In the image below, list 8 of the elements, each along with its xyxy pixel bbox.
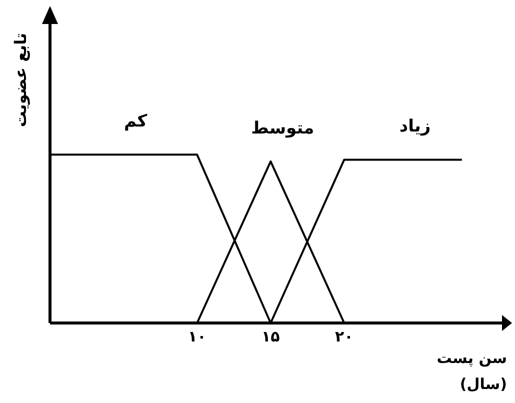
series-label: زیاد bbox=[399, 116, 431, 137]
x-tick-label: ۱۵ bbox=[261, 328, 280, 346]
x-axis-title: سن پست (سال) bbox=[436, 349, 507, 393]
series-label: متوسط bbox=[251, 118, 314, 138]
y-axis-title: تابع عضویت bbox=[11, 32, 30, 128]
x-tick-label: ۱۰ bbox=[188, 328, 206, 346]
x-tick-label: ۲۰ bbox=[335, 328, 354, 346]
series-label: کم bbox=[124, 112, 148, 132]
